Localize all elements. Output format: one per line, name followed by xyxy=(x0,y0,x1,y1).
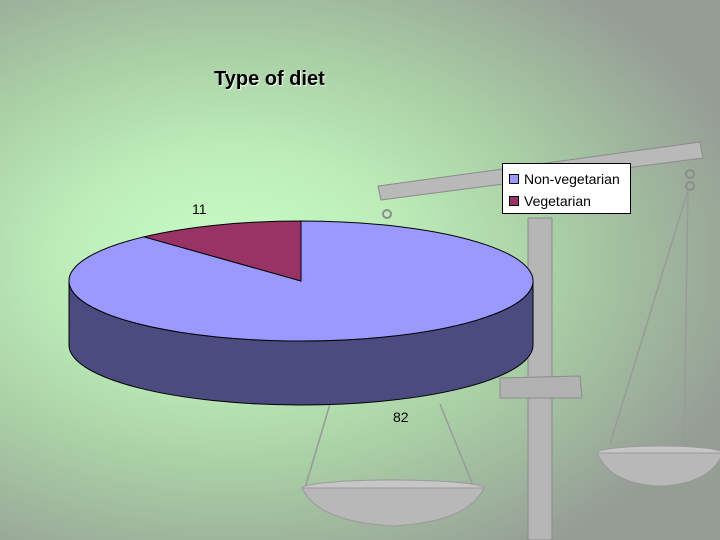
legend: Non-vegetarian Vegetarian xyxy=(502,163,631,214)
data-label-non-vegetarian: 82 xyxy=(393,409,409,425)
legend-swatch-vegetarian xyxy=(509,196,519,206)
chart-title: Type of diet xyxy=(214,68,325,90)
legend-label-vegetarian: Vegetarian xyxy=(524,193,591,209)
legend-item-vegetarian: Vegetarian xyxy=(509,190,624,212)
legend-label-non-vegetarian: Non-vegetarian xyxy=(524,171,620,187)
balance-scale-illustration xyxy=(301,141,720,540)
legend-item-non-vegetarian: Non-vegetarian xyxy=(509,168,624,190)
pie-slice-vegetarian xyxy=(142,220,302,282)
data-label-vegetarian: 11 xyxy=(192,201,207,217)
legend-swatch-non-vegetarian xyxy=(509,174,519,184)
